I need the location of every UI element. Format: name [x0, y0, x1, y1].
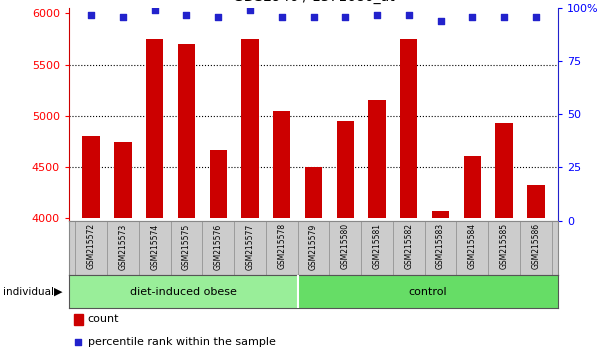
Text: GSM215584: GSM215584	[468, 223, 477, 269]
Bar	[495, 123, 513, 218]
Point	[277, 14, 287, 19]
Bar	[209, 150, 227, 218]
Bar	[82, 136, 100, 218]
Text: GSM215579: GSM215579	[309, 223, 318, 269]
Text: GSM215573: GSM215573	[118, 223, 127, 269]
Bar	[146, 39, 163, 218]
Text: GSM215586: GSM215586	[531, 223, 540, 269]
Bar	[114, 142, 132, 218]
Bar	[298, 275, 558, 308]
Text: GSM215580: GSM215580	[341, 223, 350, 269]
Text: GSM215583: GSM215583	[436, 223, 445, 269]
Point	[245, 7, 255, 13]
Bar	[464, 156, 481, 218]
Bar	[305, 167, 322, 218]
Text: GSM215581: GSM215581	[373, 223, 382, 269]
Text: GSM215577: GSM215577	[245, 223, 254, 269]
Point	[86, 12, 96, 17]
Text: ▶: ▶	[54, 287, 62, 297]
Bar	[527, 185, 545, 218]
Point	[340, 14, 350, 19]
Bar	[337, 121, 354, 218]
Bar	[241, 39, 259, 218]
Title: GDS2946 / 1371680_at: GDS2946 / 1371680_at	[233, 0, 394, 4]
Point	[182, 12, 191, 17]
Text: individual: individual	[3, 287, 54, 297]
Text: count: count	[88, 314, 119, 325]
Bar	[178, 44, 195, 218]
Point	[73, 340, 83, 346]
Point	[214, 14, 223, 19]
Text: GSM215574: GSM215574	[150, 223, 159, 269]
Bar	[273, 111, 290, 218]
Point	[467, 14, 477, 19]
Text: GSM215572: GSM215572	[87, 223, 96, 269]
Bar	[400, 39, 418, 218]
Bar	[69, 275, 298, 308]
Point	[404, 12, 413, 17]
Text: GSM215582: GSM215582	[404, 223, 413, 269]
Point	[309, 14, 319, 19]
Point	[372, 12, 382, 17]
Point	[150, 7, 160, 13]
Point	[531, 14, 541, 19]
Bar	[432, 211, 449, 218]
Text: GSM215578: GSM215578	[277, 223, 286, 269]
Text: control: control	[409, 287, 447, 297]
Text: diet-induced obese: diet-induced obese	[130, 287, 237, 297]
Text: GSM215576: GSM215576	[214, 223, 223, 269]
Bar	[74, 314, 83, 325]
Text: GSM215575: GSM215575	[182, 223, 191, 269]
Text: GSM215585: GSM215585	[500, 223, 509, 269]
Text: percentile rank within the sample: percentile rank within the sample	[88, 337, 275, 348]
Point	[436, 18, 445, 24]
Bar	[368, 101, 386, 218]
Point	[118, 14, 128, 19]
Point	[499, 14, 509, 19]
